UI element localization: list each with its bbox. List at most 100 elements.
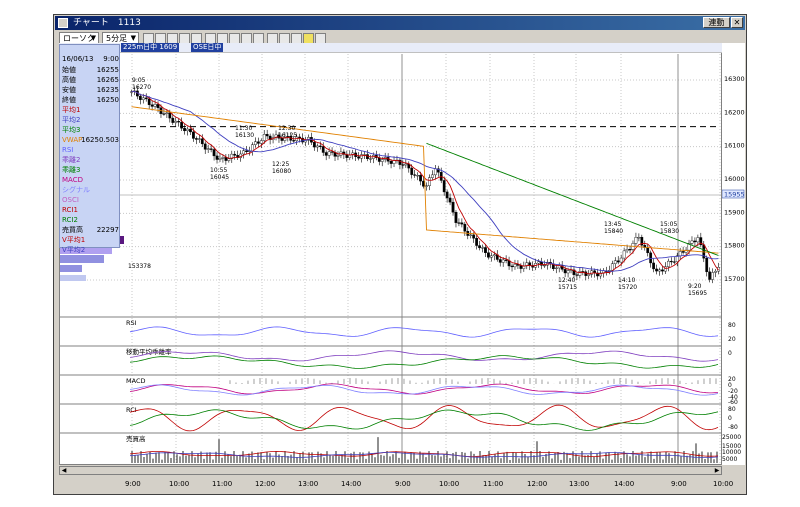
- time-tick: 14:00: [614, 480, 634, 488]
- annotation-price: 16080: [272, 168, 291, 175]
- candle-body: [693, 240, 697, 243]
- candle-body: [233, 153, 237, 156]
- candle-body: [168, 112, 172, 119]
- info-row: MACD: [62, 175, 119, 185]
- candle-body: [369, 158, 372, 160]
- candle-body: [442, 180, 446, 193]
- chevron-down-icon: ▼: [90, 34, 96, 42]
- candle-body: [194, 138, 198, 140]
- price-tick: 16300: [724, 75, 745, 83]
- candle-body: [189, 128, 192, 133]
- sub-panel-tick: 20: [728, 336, 736, 343]
- interval-value: 5分足: [106, 34, 128, 43]
- candle-body: [457, 222, 461, 224]
- candle-body: [389, 161, 393, 164]
- info-row-label: シグナル: [62, 186, 90, 194]
- rci2-line: [129, 409, 719, 431]
- deviation2-line: [129, 350, 719, 362]
- scroll-left-icon[interactable]: ◀: [60, 467, 68, 474]
- candle-body: [711, 272, 715, 280]
- candle-body: [251, 144, 254, 152]
- candle-body: [318, 145, 322, 147]
- annotation-time: 15:05: [660, 221, 677, 228]
- candle-body: [487, 252, 490, 258]
- candle-body: [357, 156, 361, 159]
- candle-body: [504, 259, 508, 261]
- candle-body: [640, 237, 644, 246]
- annotation-price: 16045: [210, 174, 229, 181]
- info-row-value: 16265: [96, 76, 119, 84]
- info-row: OSCI: [62, 195, 119, 205]
- title-bar: チャート 1113 連動 ✕: [55, 16, 745, 30]
- candle-body: [463, 223, 467, 232]
- time-tick: 10:00: [169, 480, 189, 488]
- candle-body: [242, 150, 245, 155]
- annotation-time: 12:25: [272, 161, 289, 168]
- annotation-price: 15720: [618, 284, 637, 291]
- time-tick: 10:00: [439, 480, 459, 488]
- candle-body: [156, 104, 160, 109]
- candle-body: [646, 247, 650, 254]
- candle-body: [566, 270, 570, 274]
- candle-body: [230, 153, 234, 159]
- info-row: 安値 16235: [62, 85, 119, 95]
- vma2-line: [129, 451, 719, 459]
- vma1-line: [129, 450, 719, 458]
- current-price-marker: [721, 189, 745, 199]
- info-row: 平均3: [62, 125, 119, 135]
- info-row-label: RCI2: [62, 216, 78, 224]
- candle-body: [183, 128, 186, 132]
- candle-body: [572, 269, 576, 275]
- candle-body: [401, 164, 405, 166]
- annotation-time: 14:10: [618, 277, 635, 284]
- info-row-label: VWAP: [62, 136, 83, 144]
- candle-body: [681, 251, 685, 253]
- vwap-line: [131, 106, 719, 254]
- info-row: 高値 16265: [62, 75, 119, 85]
- annotation-price: 15840: [604, 228, 623, 235]
- time-tick: 14:00: [341, 480, 361, 488]
- close-icon[interactable]: ✕: [731, 17, 743, 28]
- info-row: シグナル: [62, 185, 119, 195]
- candle-body: [413, 174, 417, 176]
- info-row-label: 平均3: [62, 126, 81, 134]
- annotation-price: 16130: [235, 132, 254, 139]
- horizontal-scrollbar[interactable]: ◀ ▶: [59, 466, 722, 475]
- time-tick: 12:00: [255, 480, 275, 488]
- rsi-line: [129, 326, 719, 338]
- info-row: RCI1: [62, 205, 119, 215]
- sub-panel-tick: 0: [728, 350, 732, 357]
- candle-body: [575, 274, 579, 276]
- sub-panel-title: MACD: [126, 377, 145, 385]
- candle-body: [616, 260, 620, 263]
- candle-body: [714, 270, 717, 273]
- info-row-label: 乖離3: [62, 166, 81, 174]
- time-tick: 9:00: [125, 480, 141, 488]
- info-row: V平均1: [62, 235, 119, 245]
- annotation-time: 13:45: [604, 221, 621, 228]
- candle-body: [637, 237, 641, 239]
- chart-type-value: ローソク: [63, 34, 95, 43]
- annotation-price: 15695: [688, 290, 707, 297]
- candle-body: [655, 268, 658, 272]
- candle-body: [478, 245, 481, 249]
- time-tick: 13:00: [569, 480, 589, 488]
- time-tick: 9:00: [395, 480, 411, 488]
- chart-area[interactable]: 153378 9:05 16270 11:30 16130 12:30 16125 10:55…: [59, 43, 722, 465]
- candle-body: [510, 265, 514, 268]
- info-row-label: 高値: [62, 76, 76, 84]
- candle-body: [206, 148, 210, 150]
- volume-profile-bar: [60, 275, 86, 281]
- candle-body: [292, 140, 296, 142]
- scroll-right-icon[interactable]: ▶: [713, 467, 721, 474]
- price-tick: 16200: [724, 108, 745, 116]
- candle-body: [472, 234, 476, 239]
- info-row: 乖離2: [62, 155, 119, 165]
- volume-profile-bar: [60, 265, 82, 272]
- candle-body: [492, 254, 496, 257]
- candle-body: [669, 260, 673, 263]
- info-row: 平均1: [62, 105, 119, 115]
- sub-panel-tick: 15000: [722, 443, 741, 450]
- link-button[interactable]: 連動: [703, 17, 730, 28]
